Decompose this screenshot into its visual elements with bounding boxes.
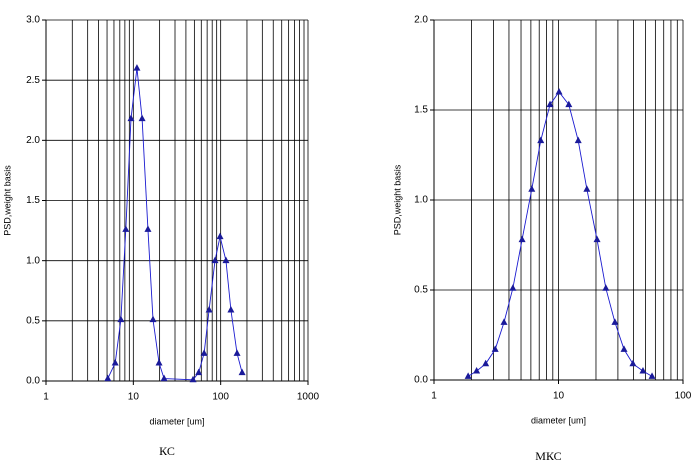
data-point [211, 256, 219, 264]
data-point [155, 358, 163, 366]
data-point [629, 359, 637, 367]
data-point [602, 284, 610, 291]
data-point [238, 368, 246, 376]
y-axis-label: PSD,weight basis [2, 165, 12, 236]
data-point [473, 367, 481, 374]
data-point [648, 372, 656, 379]
data-point [200, 349, 208, 356]
chart-caption: МКС [535, 449, 561, 463]
data-point [133, 64, 141, 71]
data-point [160, 374, 168, 382]
chart-caption: КС [159, 444, 175, 458]
data-point [500, 318, 508, 325]
y-tick-label: 2.0 [26, 135, 40, 146]
data-point [518, 235, 526, 243]
y-tick-label: 0.5 [26, 315, 40, 326]
data-point [639, 367, 647, 374]
data-point [149, 315, 157, 323]
data-point [464, 372, 472, 379]
data-point [195, 368, 203, 376]
data-point [546, 100, 554, 108]
data-point [138, 114, 146, 122]
data-point [583, 185, 591, 192]
data-point [189, 375, 197, 383]
y-tick-label: 2.5 [26, 75, 40, 86]
y-axis-label: PSD,weight basis [392, 164, 402, 235]
x-axis-label: diameter [um] [531, 415, 586, 425]
data-point [509, 284, 517, 291]
y-tick-label: 0.5 [414, 285, 428, 296]
y-tick-label: 2.0 [414, 15, 428, 26]
data-point [537, 136, 545, 144]
data-point [144, 225, 152, 232]
y-tick-label: 3.0 [26, 15, 40, 26]
data-point [227, 306, 235, 313]
data-point [222, 256, 230, 264]
x-tick-label: 1 [431, 391, 437, 402]
data-point [491, 345, 499, 352]
data-point [104, 374, 112, 382]
data-point [620, 345, 628, 352]
data-point [233, 349, 241, 356]
x-tick-label: 10 [128, 392, 140, 403]
data-point [574, 136, 582, 144]
data-point [482, 359, 490, 367]
data-point [593, 235, 601, 243]
x-tick-label: 1000 [297, 392, 320, 403]
y-tick-label: 0.0 [26, 376, 40, 387]
data-point [565, 100, 573, 108]
x-tick-label: 1 [43, 392, 49, 403]
data-point [122, 225, 130, 232]
data-point [205, 306, 213, 313]
x-axis-label: diameter [um] [149, 416, 204, 426]
y-tick-label: 1.0 [414, 195, 428, 206]
y-tick-label: 0.0 [414, 375, 428, 386]
x-tick-label: 100 [675, 391, 692, 402]
x-tick-label: 10 [553, 391, 565, 402]
data-point [111, 358, 119, 366]
data-line [467, 91, 653, 377]
data-point [611, 318, 619, 325]
data-point [117, 315, 125, 323]
data-point [216, 232, 224, 240]
y-tick-label: 1.0 [26, 255, 40, 266]
y-tick-label: 1.5 [26, 195, 40, 206]
data-point [528, 185, 536, 192]
data-point [127, 114, 135, 122]
data-point [555, 88, 563, 95]
y-tick-label: 1.5 [414, 105, 428, 116]
x-tick-label: 100 [212, 392, 229, 403]
